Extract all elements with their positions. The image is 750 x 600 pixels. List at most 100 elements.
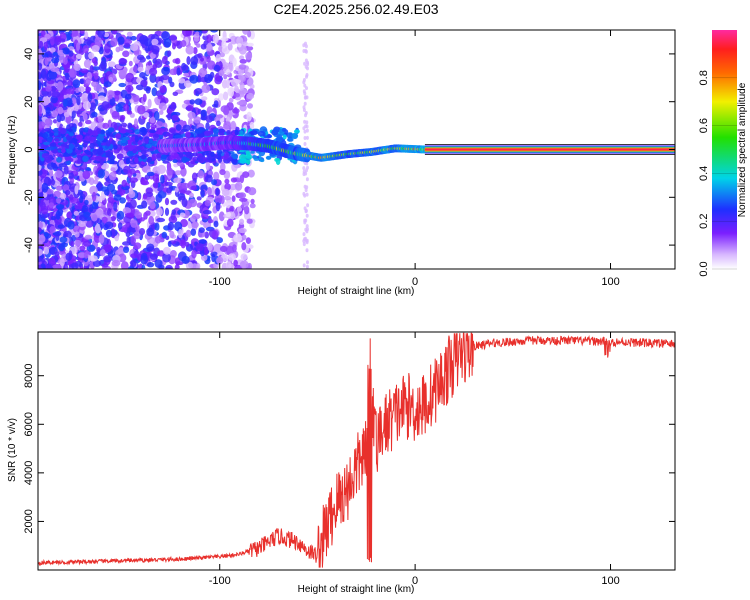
noise-cell <box>63 111 70 118</box>
colorbar-tick-label: 0.6 <box>698 118 710 133</box>
noise-cell <box>176 67 181 76</box>
noise-cell <box>53 132 59 136</box>
noise-cell <box>242 171 250 179</box>
noise-cell <box>305 128 309 133</box>
noise-cell <box>76 160 82 164</box>
noise-cell <box>205 174 213 183</box>
noise-cell <box>153 133 159 141</box>
y-tick-label: 0 <box>23 146 35 152</box>
noise-cell <box>79 245 86 252</box>
noise-cell <box>127 122 133 130</box>
noise-cell <box>164 197 170 206</box>
noise-cell <box>200 189 205 198</box>
x-tick-label: 0 <box>412 575 418 587</box>
noise-cell <box>83 251 89 259</box>
noise-cell <box>108 76 113 82</box>
noise-cell <box>178 195 186 201</box>
noise-cell <box>139 34 148 45</box>
noise-cell <box>238 227 247 234</box>
noise-cell <box>82 155 89 163</box>
noise-cell <box>167 240 172 247</box>
noise-cell <box>227 73 233 78</box>
noise-cell <box>147 98 152 109</box>
noise-cell <box>132 148 137 154</box>
noise-cell <box>193 47 198 55</box>
noise-cell <box>216 256 224 265</box>
noise-cell <box>178 228 183 239</box>
noise-cell <box>242 30 250 35</box>
noise-cell <box>71 127 77 133</box>
noise-cell <box>165 266 172 269</box>
noise-cell <box>234 129 239 136</box>
noise-cell <box>85 151 92 155</box>
noise-cell <box>170 199 178 205</box>
noise-cell <box>103 244 112 253</box>
noise-cell <box>135 84 144 91</box>
noise-cell <box>210 30 219 33</box>
noise-cell <box>190 185 198 191</box>
colorbar-label: Normalized spectral amplitude <box>737 82 748 217</box>
noise-cell <box>98 46 104 55</box>
noise-cell <box>107 127 115 133</box>
noise-cell <box>265 155 272 160</box>
noise-cell <box>121 179 128 187</box>
noise-cell <box>304 124 308 129</box>
noise-cell <box>156 217 166 223</box>
snr-series-line <box>38 332 675 568</box>
noise-cell <box>146 243 155 252</box>
noise-cell <box>102 72 108 79</box>
noise-cell <box>91 45 100 52</box>
noise-cell <box>59 113 66 122</box>
noise-cell <box>41 205 49 215</box>
noise-cell <box>304 236 307 241</box>
noise-cell <box>243 200 250 207</box>
noise-cell <box>66 88 75 95</box>
noise-cell <box>224 151 230 159</box>
noise-cell <box>207 186 212 196</box>
noise-cell <box>224 178 230 184</box>
noise-cell <box>180 167 187 177</box>
noise-cell <box>304 64 308 69</box>
noise-cell <box>89 185 98 196</box>
noise-cell <box>234 181 243 191</box>
noise-cell <box>57 149 63 153</box>
noise-cell <box>168 35 178 41</box>
noise-cell <box>172 42 176 50</box>
noise-cell <box>68 46 75 51</box>
noise-cell <box>63 263 69 269</box>
noise-cell <box>201 96 208 101</box>
noise-cell <box>107 61 116 68</box>
noise-cell <box>306 260 309 265</box>
noise-cell <box>171 209 177 216</box>
noise-cell <box>160 74 170 80</box>
noise-cell <box>59 236 68 243</box>
noise-cell <box>302 263 306 268</box>
noise-cell <box>50 216 57 221</box>
noise-cell <box>79 195 84 204</box>
noise-cell <box>167 50 172 57</box>
noise-cell <box>306 227 309 232</box>
y-tick-label: 40 <box>23 48 35 60</box>
noise-cell <box>219 52 226 58</box>
noise-cell <box>49 142 57 148</box>
noise-cell <box>190 56 199 66</box>
noise-cell <box>304 218 308 223</box>
noise-cell <box>121 225 128 232</box>
noise-cell <box>44 128 53 132</box>
noise-cell <box>214 194 223 204</box>
noise-cell <box>58 163 68 168</box>
noise-cell <box>166 187 172 194</box>
noise-cell <box>140 148 147 155</box>
noise-cell <box>129 99 134 104</box>
noise-cell <box>123 246 130 253</box>
noise-cell <box>160 174 165 184</box>
noise-cell <box>303 136 307 140</box>
noise-cell <box>140 180 150 186</box>
noise-cell <box>99 158 104 166</box>
noise-cell <box>200 57 204 62</box>
noise-cell <box>198 67 208 78</box>
noise-cell <box>189 192 194 198</box>
noise-cell <box>232 57 237 67</box>
noise-cell <box>68 143 74 150</box>
noise-cell <box>167 221 175 231</box>
